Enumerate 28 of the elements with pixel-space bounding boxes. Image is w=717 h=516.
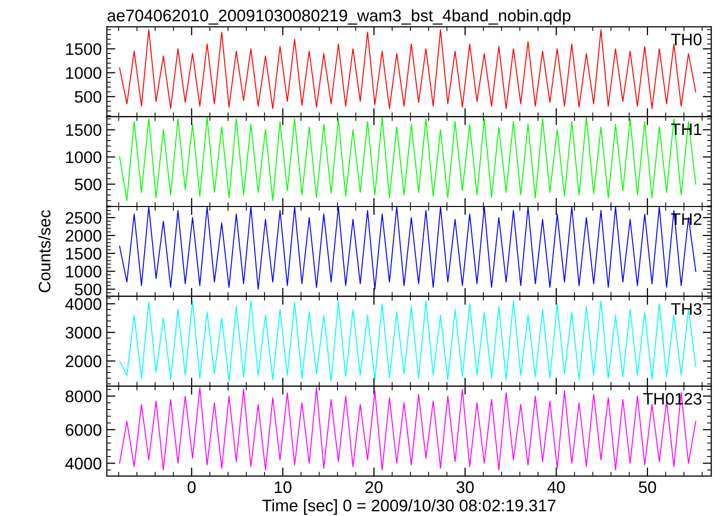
x-axis-title: Time [sec] 0 = 2009/10/30 08:02:19.317 xyxy=(262,499,556,515)
series-label: TH0 xyxy=(671,34,702,46)
y-tick-label: 1500 xyxy=(66,43,102,56)
y-tick-label: 2000 xyxy=(66,355,102,368)
y-tick-label: 1500 xyxy=(66,124,102,136)
y-tick-label: 500 xyxy=(74,91,102,103)
x-tick-label: 20 xyxy=(366,481,383,494)
x-tick-label: 0 xyxy=(188,481,196,494)
y-tick-label: 4000 xyxy=(65,298,102,310)
x-tick-label: 30 xyxy=(456,481,474,494)
y-axis-title: Counts/sec xyxy=(38,210,50,292)
chart-title: ae704062010_20091030080219_wam3_bst_4band_nobin.qdp xyxy=(108,9,570,25)
x-tick-label: 50 xyxy=(638,481,656,494)
x-tick-label: 10 xyxy=(274,481,292,494)
y-tick-label: 2000 xyxy=(66,230,102,242)
y-tick-label: 1000 xyxy=(66,151,102,164)
y-tick-label: 2500 xyxy=(66,212,102,224)
y-tick-label: 500 xyxy=(74,284,102,296)
x-tick-label: 40 xyxy=(547,481,565,494)
y-tick-label: 500 xyxy=(74,178,102,190)
y-tick-label: 1500 xyxy=(66,248,102,260)
y-tick-label: 1000 xyxy=(66,67,102,79)
y-tick-label: 3000 xyxy=(66,326,102,339)
series-label: TH3 xyxy=(671,303,702,315)
y-tick-label: 8000 xyxy=(66,390,102,402)
y-tick-label: 6000 xyxy=(66,424,102,436)
y-tick-label: 1000 xyxy=(66,266,102,278)
y-tick-label: 4000 xyxy=(65,458,102,470)
